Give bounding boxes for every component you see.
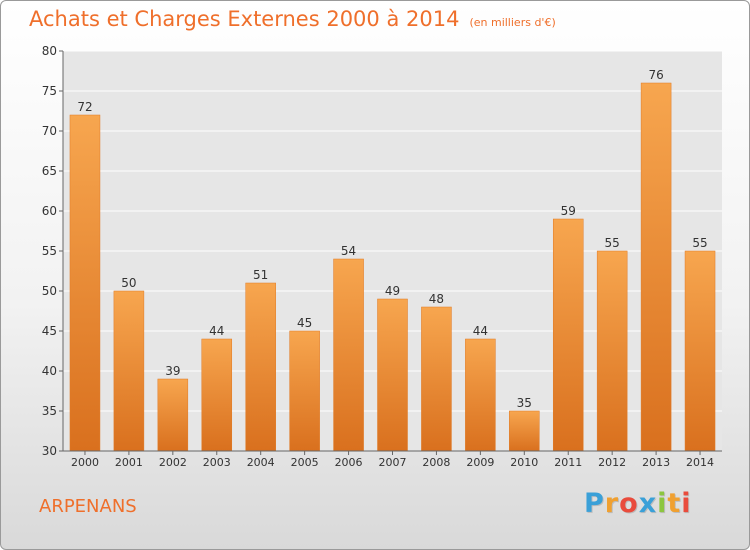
logo-letter: i (681, 488, 692, 519)
bar (552, 218, 584, 452)
x-tick-label: 2011 (554, 456, 582, 469)
bar (509, 410, 540, 452)
x-tick-label: 2008 (422, 456, 450, 469)
y-tick-label: 50 (42, 284, 57, 298)
x-tick-label: 2014 (686, 456, 714, 469)
x-axis: 2000 2001 2002 2003 2004 2005 2006 2007 2008 2009… (63, 450, 722, 469)
y-tick-label: 45 (42, 324, 57, 338)
x-tick-label: 2012 (598, 456, 626, 469)
bar (157, 378, 189, 452)
x-tick-label: 2009 (466, 456, 494, 469)
data-label: 51 (253, 268, 268, 282)
data-label: 49 (385, 284, 400, 298)
chart-subtitle: (en milliers d'€) (469, 16, 556, 29)
data-label: 59 (561, 204, 576, 218)
data-label: 76 (648, 68, 663, 82)
data-label: 55 (692, 236, 707, 250)
logo-letter: P (584, 488, 605, 519)
x-tick-label: 2006 (335, 456, 363, 469)
data-label: 50 (121, 276, 136, 290)
y-axis: 30 35 40 45 50 55 60 65 70 75 80 (42, 44, 64, 458)
bar (640, 82, 672, 452)
bar (377, 298, 408, 452)
bar (684, 250, 716, 452)
data-label: 44 (473, 324, 488, 338)
bar (245, 282, 276, 452)
logo-letter: x (638, 488, 658, 519)
data-label: 72 (77, 100, 92, 114)
bars: 72 50 39 44 51 45 54 49 48 44 35 59 55 76 55 (69, 68, 716, 452)
logo-letter: o (619, 488, 639, 519)
y-tick-label: 60 (42, 204, 57, 218)
y-tick-label: 70 (42, 124, 57, 138)
data-label: 35 (517, 396, 532, 410)
bar (201, 338, 233, 452)
logo-letter: r (604, 488, 620, 519)
bar (596, 250, 628, 452)
x-tick-label: 2013 (642, 456, 670, 469)
bar (465, 338, 496, 452)
data-label: 45 (297, 316, 312, 330)
proxiti-logo[interactable]: Proxiti (584, 488, 692, 519)
y-tick-label: 55 (42, 244, 57, 258)
data-label: 39 (165, 364, 180, 378)
data-label: 54 (341, 244, 356, 258)
x-tick-label: 2007 (379, 456, 407, 469)
x-tick-label: 2003 (203, 456, 231, 469)
y-tick-label: 35 (42, 404, 57, 418)
data-label: 48 (429, 292, 444, 306)
logo-letter: t (667, 488, 682, 519)
x-tick-label: 2000 (71, 456, 99, 469)
y-tick-label: 40 (42, 364, 57, 378)
x-tick-label: 2002 (159, 456, 187, 469)
y-tick-label: 75 (42, 84, 57, 98)
x-tick-label: 2001 (115, 456, 143, 469)
bar (289, 330, 320, 452)
y-tick-label: 30 (42, 444, 57, 458)
logo-letter: i (657, 488, 668, 519)
y-tick-label: 65 (42, 164, 57, 178)
chart-title: Achats et Charges Externes 2000 à 2014 (e… (29, 7, 556, 31)
chart-title-text: Achats et Charges Externes 2000 à 2014 (29, 7, 460, 31)
y-tick-label: 80 (42, 44, 57, 58)
bar (113, 290, 145, 452)
bar (421, 306, 452, 452)
x-tick-label: 2004 (247, 456, 275, 469)
bar (69, 114, 101, 452)
x-tick-label: 2010 (510, 456, 538, 469)
data-label: 44 (209, 324, 224, 338)
data-label: 55 (605, 236, 620, 250)
bar (333, 258, 364, 452)
commune-name: ARPENANS (39, 496, 137, 517)
x-tick-label: 2005 (291, 456, 319, 469)
